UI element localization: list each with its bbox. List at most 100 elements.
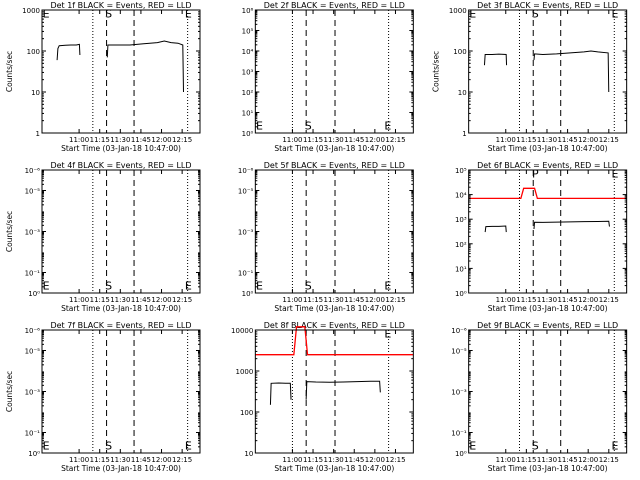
x-tick-label: 11:45 bbox=[557, 296, 577, 304]
y-tick-label: 10⁻⁵ bbox=[451, 348, 467, 356]
x-tick-label: 12:15 bbox=[172, 136, 192, 144]
marker-s: S bbox=[105, 440, 112, 453]
plot-frame bbox=[468, 169, 628, 294]
x-tick-label: 12:00 bbox=[365, 456, 385, 464]
marker-e: E bbox=[43, 280, 50, 293]
y-tick-label: 10 bbox=[244, 450, 253, 458]
events-series-line bbox=[305, 380, 381, 400]
x-axis-title: Start Time (03-Jan-18 10:47:00) bbox=[274, 464, 394, 473]
plot-frame bbox=[41, 169, 201, 294]
marker-e: E bbox=[384, 280, 391, 293]
x-tick-label: 12:00 bbox=[151, 456, 171, 464]
x-tick-label: 11:00 bbox=[69, 296, 89, 304]
y-tick-label: 100 bbox=[453, 48, 466, 56]
y-tick-label: 10 bbox=[31, 89, 40, 97]
y-tick-label: 10⁰ bbox=[242, 290, 254, 298]
x-tick-label: 11:00 bbox=[496, 456, 516, 464]
x-tick-label: 12:00 bbox=[365, 296, 385, 304]
x-tick-label: 12:15 bbox=[385, 296, 405, 304]
x-tick-label: 11:30 bbox=[110, 136, 130, 144]
marker-e: E bbox=[384, 120, 391, 133]
marker-e: E bbox=[612, 8, 619, 21]
x-tick-label: 11:30 bbox=[537, 136, 557, 144]
y-tick-label: 1000 bbox=[236, 368, 254, 376]
x-tick-label: 11:30 bbox=[110, 296, 130, 304]
marker-e: E bbox=[469, 440, 476, 453]
x-tick-label: 11:15 bbox=[516, 136, 536, 144]
x-tick-label: 11:15 bbox=[303, 456, 323, 464]
panel-title: Det 3f BLACK = Events, RED = LLD bbox=[477, 1, 618, 10]
y-tick-label: 10² bbox=[242, 89, 254, 97]
x-tick-label: 11:30 bbox=[110, 456, 130, 464]
x-axis-title: Start Time (03-Jan-18 10:47:00) bbox=[61, 304, 181, 313]
y-tick-label: 10⁻⁶ bbox=[25, 327, 41, 335]
x-tick-label: 11:00 bbox=[496, 296, 516, 304]
y-tick-label: 100 bbox=[240, 409, 253, 417]
x-axis-title: Start Time (03-Jan-18 10:47:00) bbox=[274, 304, 394, 313]
y-tick-label: 100 bbox=[27, 48, 40, 56]
x-tick-label: 11:45 bbox=[557, 136, 577, 144]
y-axis-title: Counts/sec bbox=[432, 51, 441, 92]
marker-s: S bbox=[105, 8, 112, 21]
x-tick-label: 11:00 bbox=[282, 456, 302, 464]
marker-s: S bbox=[305, 120, 312, 133]
plot-frame bbox=[254, 9, 414, 134]
plot-frame bbox=[41, 329, 201, 454]
y-tick-label: 10² bbox=[455, 241, 467, 249]
y-tick-label: 10¹ bbox=[242, 110, 254, 118]
marker-s: S bbox=[105, 280, 112, 293]
panel-title: Det 9f BLACK = Events, RED = LLD bbox=[477, 321, 618, 330]
x-tick-label: 12:15 bbox=[599, 136, 619, 144]
x-tick-label: 12:15 bbox=[599, 296, 619, 304]
y-tick-label: 10⁻³ bbox=[25, 229, 41, 237]
y-tick-label: 10⁵ bbox=[242, 28, 254, 36]
x-tick-label: 11:15 bbox=[303, 296, 323, 304]
x-tick-label: 11:00 bbox=[69, 136, 89, 144]
x-tick-label: 11:30 bbox=[324, 136, 344, 144]
lld-series-line bbox=[468, 187, 627, 200]
marker-s: S bbox=[532, 440, 539, 453]
y-tick-label: 1 bbox=[462, 130, 466, 138]
y-tick-label: 10³ bbox=[455, 216, 467, 224]
events-series-line bbox=[533, 50, 610, 93]
y-tick-label: 10⁻³ bbox=[238, 229, 254, 237]
plot-frame bbox=[468, 9, 628, 134]
y-tick-label: 1000 bbox=[22, 7, 40, 15]
marker-p: P bbox=[532, 168, 539, 181]
plot-frame bbox=[254, 329, 414, 454]
x-tick-label: 11:15 bbox=[90, 136, 110, 144]
y-tick-label: 10⁴ bbox=[242, 48, 254, 56]
x-tick-label: 12:15 bbox=[385, 456, 405, 464]
x-tick-label: 12:15 bbox=[385, 136, 405, 144]
x-tick-label: 12:00 bbox=[578, 136, 598, 144]
events-series-line bbox=[484, 225, 507, 233]
x-axis-title: Start Time (03-Jan-18 10:47:00) bbox=[274, 144, 394, 153]
y-tick-label: 10⁰ bbox=[28, 290, 40, 298]
y-tick-label: 10³ bbox=[242, 69, 254, 77]
marker-e: E bbox=[256, 120, 263, 133]
x-tick-label: 11:15 bbox=[90, 456, 110, 464]
plot-frame bbox=[41, 9, 201, 134]
x-tick-label: 12:00 bbox=[151, 296, 171, 304]
x-tick-label: 11:45 bbox=[557, 456, 577, 464]
marker-e: E bbox=[185, 280, 192, 293]
x-tick-label: 12:00 bbox=[365, 136, 385, 144]
y-tick-label: 10⁰ bbox=[455, 290, 467, 298]
lld-series-line bbox=[255, 326, 414, 356]
x-axis-title: Start Time (03-Jan-18 10:47:00) bbox=[488, 464, 608, 473]
marker-e: E bbox=[43, 440, 50, 453]
marker-e: E bbox=[43, 8, 50, 21]
y-tick-label: 10⁻⁵ bbox=[238, 188, 254, 196]
events-series-line bbox=[483, 53, 508, 66]
y-tick-label: 10⁰ bbox=[242, 130, 254, 138]
y-tick-label: 10 bbox=[458, 89, 467, 97]
marker-e: E bbox=[185, 440, 192, 453]
y-tick-label: 10⁰ bbox=[455, 450, 467, 458]
